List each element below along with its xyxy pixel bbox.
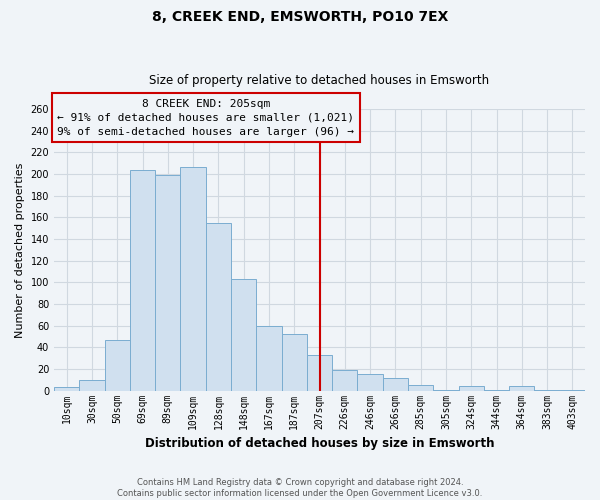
- Bar: [332, 370, 358, 390]
- Title: Size of property relative to detached houses in Emsworth: Size of property relative to detached ho…: [149, 74, 490, 87]
- Bar: [458, 386, 484, 390]
- Bar: [206, 222, 231, 390]
- Bar: [155, 175, 181, 390]
- Bar: [79, 380, 104, 390]
- Bar: [256, 326, 281, 390]
- Bar: [54, 388, 79, 390]
- Bar: [130, 170, 155, 390]
- Text: 8, CREEK END, EMSWORTH, PO10 7EX: 8, CREEK END, EMSWORTH, PO10 7EX: [152, 10, 448, 24]
- Bar: [408, 385, 433, 390]
- Bar: [281, 334, 307, 390]
- Text: 8 CREEK END: 205sqm
← 91% of detached houses are smaller (1,021)
9% of semi-deta: 8 CREEK END: 205sqm ← 91% of detached ho…: [57, 98, 354, 136]
- X-axis label: Distribution of detached houses by size in Emsworth: Distribution of detached houses by size …: [145, 437, 494, 450]
- Text: Contains HM Land Registry data © Crown copyright and database right 2024.
Contai: Contains HM Land Registry data © Crown c…: [118, 478, 482, 498]
- Bar: [509, 386, 535, 390]
- Bar: [181, 168, 206, 390]
- Bar: [307, 355, 332, 390]
- Bar: [358, 374, 383, 390]
- Bar: [231, 279, 256, 390]
- Bar: [383, 378, 408, 390]
- Bar: [104, 340, 130, 390]
- Y-axis label: Number of detached properties: Number of detached properties: [15, 162, 25, 338]
